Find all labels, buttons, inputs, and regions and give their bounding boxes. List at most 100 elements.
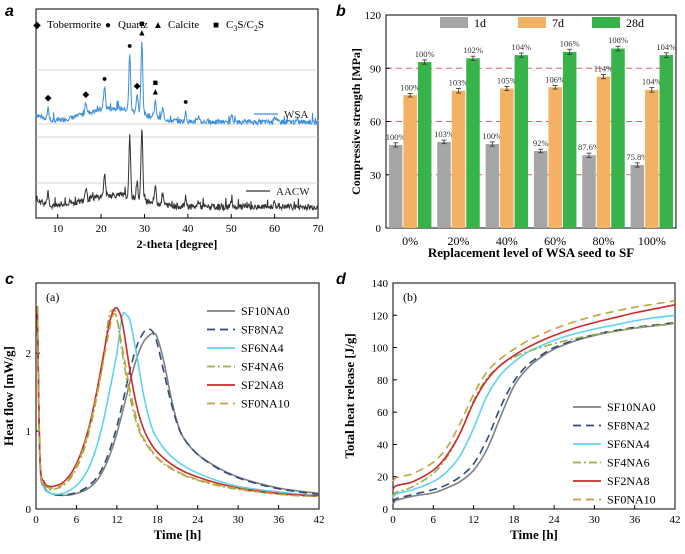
- panel-c-frame: [35, 282, 320, 510]
- panel-a-x-tick-label: 30: [139, 223, 151, 235]
- bar-data-label: 106%: [545, 74, 565, 84]
- legend-1d-label: 1d: [474, 16, 486, 30]
- panel-a-x-tick-label: 40: [182, 223, 194, 235]
- phase-marker: ●: [102, 73, 107, 83]
- panel-a-x-tick-label: 60: [269, 223, 281, 235]
- bar-28d-0%: [417, 62, 432, 228]
- panel-label-a: a: [5, 3, 14, 20]
- phase-legend-label: Tobermorite: [47, 19, 101, 31]
- phase-legend-marker: ●: [105, 20, 111, 31]
- phase-legend-marker: ■: [213, 20, 219, 31]
- panel-c-legend-label-sf10na0: SF10NA0: [241, 304, 290, 318]
- phase-legend-label: Calcite: [168, 19, 199, 31]
- phase-marker: ●: [183, 97, 188, 107]
- panel-d-y-tick-label: 0: [383, 504, 389, 516]
- bar-data-label: 104%: [656, 42, 676, 52]
- panel-d-legend-label-sf6na4: SF6NA4: [607, 437, 650, 451]
- panel-d-legend-label-sf2na8: SF2NA8: [607, 474, 650, 488]
- panel-d-x-tick-label: 30: [589, 514, 601, 526]
- xrd-line-wsa: [35, 41, 319, 127]
- phase-legend-label: Quartz: [118, 19, 148, 31]
- phase-marker: ◆: [82, 89, 89, 99]
- legend-28d-label: 28d: [626, 16, 644, 30]
- panel-d-y-tick-label: 80: [377, 375, 389, 387]
- bar-28d-60%: [562, 51, 577, 228]
- bar-7d-20%: [451, 90, 466, 228]
- bar-data-label: 103%: [434, 129, 454, 139]
- phase-marker: ▲: [137, 28, 146, 38]
- panel-c-x-tick-label: 24: [192, 514, 204, 526]
- panel-label-d: d: [336, 271, 347, 288]
- phase-legend-marker: ◆: [33, 20, 41, 31]
- panel-d-x-tick-label: 12: [468, 514, 479, 526]
- panel-d-y-tick-label: 140: [372, 278, 389, 290]
- bar-28d-40%: [514, 55, 529, 228]
- panel-d-y-tick-label: 100: [372, 343, 389, 355]
- panel-d-x-axis-label: Time [h]: [510, 527, 558, 542]
- panel-c-inner-label: (a): [46, 290, 59, 304]
- bar-1d-20%: [437, 141, 451, 228]
- panel-d-x-tick-label: 42: [670, 514, 681, 526]
- panel-d-y-tick-label: 20: [377, 472, 389, 484]
- panel-d-y-tick-label: 120: [372, 310, 389, 322]
- panel-b-x-tick-label: 0%: [402, 234, 418, 248]
- phase-marker: ◆: [45, 92, 52, 102]
- panel-d-line-sf6na4: [392, 314, 676, 499]
- panel-c-y-tick-label: 0: [26, 504, 32, 516]
- panel-b-x-tick-label: 60%: [544, 234, 566, 248]
- phase-legend-label: C3S/C2S: [226, 19, 264, 33]
- panel-b-y-tick-label: 60: [370, 117, 382, 129]
- panel-a-x-tick-label: 70: [313, 223, 325, 235]
- panel-b-x-tick-label: 100%: [638, 234, 666, 248]
- panel-label-b: b: [336, 3, 346, 20]
- bar-data-label: 103%: [449, 77, 469, 87]
- panel-d-x-tick-label: 24: [549, 514, 561, 526]
- panel-a-x-tick-label: 20: [96, 223, 108, 235]
- panel-d-y-tick-label: 60: [377, 407, 389, 419]
- bar-data-label: 75.8%: [626, 152, 648, 162]
- panel-c-x-axis-label: Time [h]: [154, 527, 202, 542]
- panel-c-x-tick-label: 0: [33, 514, 39, 526]
- panel-d-y-axis-label: Total heat release [J/g]: [342, 333, 357, 458]
- bar-1d-40%: [485, 144, 500, 228]
- bar-data-label: 100%: [400, 82, 420, 92]
- panel-c-legend-label-sf2na8: SF2NA8: [241, 378, 284, 392]
- bar-7d-80%: [596, 76, 611, 228]
- legend-1d-swatch: [440, 17, 468, 28]
- bar-data-label: 108%: [608, 35, 628, 45]
- panel-c-line-sf4na6: [36, 306, 320, 498]
- panel-d-line-sf0na10: [392, 300, 676, 482]
- panel-d-x-tick-label: 36: [629, 514, 641, 526]
- phase-marker: ●: [127, 40, 132, 50]
- legend-wsa-label: WSA: [284, 109, 309, 121]
- panel-c-legend-label-sf6na4: SF6NA4: [241, 341, 284, 355]
- bar-data-label: 114%: [594, 63, 614, 73]
- panel-a-frame: [35, 8, 319, 219]
- panel-c-x-tick-label: 30: [233, 514, 245, 526]
- panel-c-line-sf2na8: [36, 306, 320, 497]
- panel-d-x-tick-label: 18: [508, 514, 520, 526]
- panel-c-legend-label-sf4na6: SF4NA6: [241, 360, 284, 374]
- panel-c-x-tick-label: 6: [74, 514, 80, 526]
- panel-b-y-tick-label: 0: [376, 223, 382, 235]
- bar-7d-0%: [403, 95, 417, 228]
- panel-b-x-axis-label: Replacement level of WSA seed to SF: [428, 245, 634, 260]
- phase-marker: ■: [139, 19, 144, 29]
- legend-28d-swatch: [592, 17, 620, 28]
- phase-marker: ■: [153, 78, 158, 88]
- panel-d-x-tick-label: 6: [431, 514, 437, 526]
- panel-d-frame: [392, 282, 676, 510]
- panel-a-x-tick-label: 10: [52, 223, 64, 235]
- panel-a-x-tick-label: 50: [226, 223, 238, 235]
- panel-b-y-tick-label: 30: [370, 170, 382, 182]
- legend-7d-swatch: [518, 17, 546, 28]
- bar-data-label: 102%: [463, 45, 483, 55]
- panel-label-c: c: [5, 271, 14, 288]
- panel-b-x-tick-label: 20%: [448, 234, 470, 248]
- bar-data-label: 106%: [560, 38, 580, 48]
- xrd-line-aacw: [35, 129, 319, 212]
- panel-d-legend-label-sf4na6: SF4NA6: [607, 456, 650, 470]
- panel-c-x-tick-label: 36: [273, 514, 285, 526]
- bar-data-label: 100%: [415, 49, 435, 59]
